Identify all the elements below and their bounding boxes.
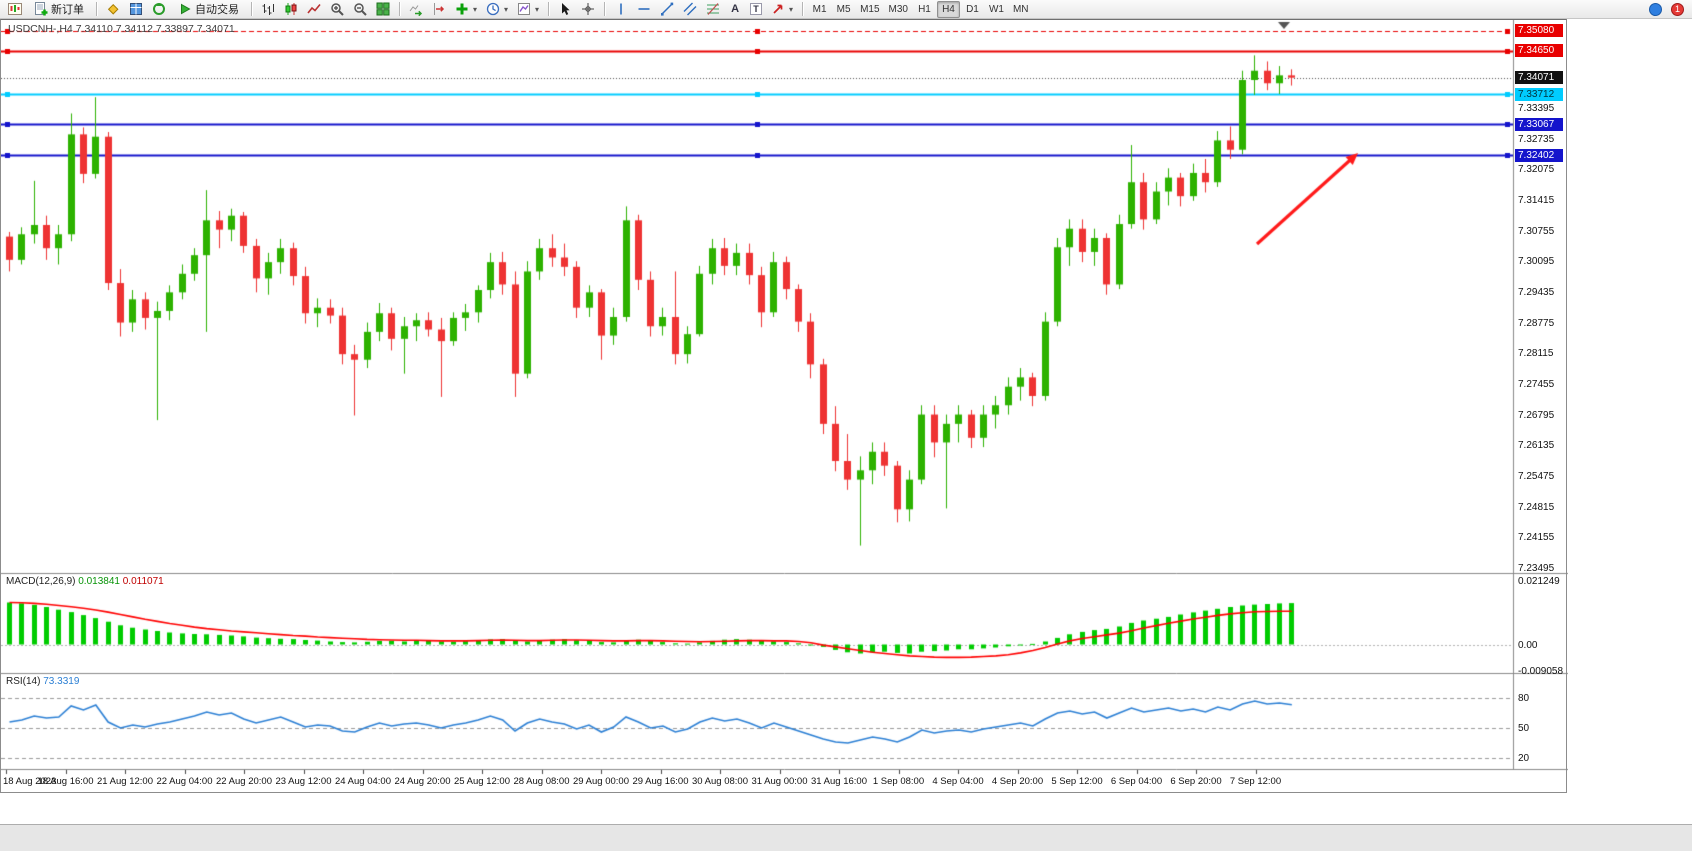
dropdown-caret-icon: ▾ (789, 4, 794, 14)
chart-window: USDCNH-,H4 7.34110 7.34112 7.33897 7.340… (0, 19, 1568, 794)
market-watch-button[interactable] (125, 1, 147, 18)
new-order-icon (34, 2, 48, 16)
toolbar-separator (251, 2, 252, 16)
zoom-in-icon (330, 2, 344, 16)
news-badge-icon: 1 (1671, 2, 1684, 16)
autotrade-play-icon (178, 2, 192, 16)
new-chart-button[interactable] (4, 1, 26, 18)
chart-shift-button[interactable] (428, 1, 450, 18)
indicators-button[interactable]: ▾ (451, 1, 481, 18)
time-axis[interactable] (1, 770, 1513, 793)
community-icon (1649, 2, 1662, 16)
vertical-line-icon (614, 2, 628, 16)
news-button[interactable]: 1 (1667, 1, 1688, 18)
timeframe-group: M1 M5 M15 M30 H1 H4 D1 W1 MN (808, 0, 1032, 18)
arrows-icon (771, 2, 785, 16)
profiles-icon (106, 2, 120, 16)
text-icon: A (731, 3, 740, 15)
timeframe-h1-button[interactable]: H1 (918, 3, 931, 15)
auto-scroll-button[interactable] (405, 1, 427, 18)
toolbar-separator (604, 2, 606, 16)
horizontal-line-button[interactable] (633, 1, 655, 18)
main-toolbar: 新订单 自动交易 ▾ ▾ ▾ A T ▾ M1 M5 M15 M30 H1 H4 D1 W1 M… (0, 0, 1692, 19)
text-label-icon: T (750, 3, 762, 15)
templates-button[interactable]: ▾ (513, 1, 543, 18)
timeframe-mn-button[interactable]: MN (1012, 3, 1029, 15)
cursor-button[interactable] (554, 1, 576, 18)
dropdown-caret-icon: ▾ (473, 4, 478, 14)
timeframe-h4-button[interactable]: H4 (936, 0, 960, 18)
text-label-button[interactable]: T (746, 1, 766, 18)
navigator-button[interactable] (148, 1, 170, 18)
indicators-plus-icon (455, 2, 469, 16)
market-watch-icon (129, 2, 143, 16)
community-button[interactable] (1645, 1, 1666, 18)
text-button[interactable]: A (725, 1, 745, 18)
toolbar-separator (548, 2, 550, 16)
timeframe-m15-button[interactable]: M15 (860, 3, 880, 15)
line-chart-button[interactable] (303, 1, 325, 18)
autotrade-button[interactable]: 自动交易 (171, 1, 246, 18)
autotrade-label: 自动交易 (195, 4, 239, 16)
trendline-icon (660, 2, 674, 16)
profiles-button[interactable] (102, 1, 124, 18)
clock-icon (486, 2, 500, 16)
candlestick-chart-icon (284, 2, 298, 16)
new-chart-icon (8, 2, 22, 16)
new-order-button[interactable]: 新订单 (27, 1, 91, 18)
zoom-in-button[interactable] (326, 1, 348, 18)
tile-windows-icon (376, 2, 390, 16)
toolbar-separator (96, 2, 97, 16)
crosshair-button[interactable] (577, 1, 599, 18)
equidistant-channel-icon (683, 2, 697, 16)
arrows-button[interactable]: ▾ (767, 1, 797, 18)
toolbar-separator (399, 2, 400, 16)
tile-windows-button[interactable] (372, 1, 394, 18)
horizontal-line-icon (637, 2, 651, 16)
fibonacci-icon (706, 2, 720, 16)
periods-button[interactable]: ▾ (482, 1, 512, 18)
new-order-label: 新订单 (51, 4, 84, 16)
auto-scroll-icon (409, 2, 423, 16)
toolbar-separator (802, 2, 804, 16)
zoom-out-button[interactable] (349, 1, 371, 18)
crosshair-icon (581, 2, 595, 16)
chart-shift-icon (432, 2, 446, 16)
dropdown-caret-icon: ▾ (504, 4, 509, 14)
timeframe-m30-button[interactable]: M30 (888, 3, 908, 15)
zoom-out-icon (353, 2, 367, 16)
candlestick-chart-button[interactable] (280, 1, 302, 18)
timeframe-m5-button[interactable]: M5 (836, 3, 851, 15)
vertical-line-button[interactable] (610, 1, 632, 18)
status-bar (0, 824, 1692, 851)
cursor-arrow-icon (558, 2, 572, 16)
channel-button[interactable] (679, 1, 701, 18)
line-chart-icon (307, 2, 321, 16)
dropdown-caret-icon: ▾ (535, 4, 540, 14)
price-axis[interactable] (1514, 20, 1567, 770)
timeframe-w1-button[interactable]: W1 (988, 3, 1004, 15)
timeframe-d1-button[interactable]: D1 (966, 3, 979, 15)
chart-plot-canvas[interactable] (1, 20, 1568, 794)
bar-chart-icon (261, 2, 275, 16)
templates-icon (517, 2, 531, 16)
navigator-icon (152, 2, 166, 16)
workspace-gap (0, 793, 1692, 824)
fibonacci-button[interactable] (702, 1, 724, 18)
timeframe-m1-button[interactable]: M1 (812, 3, 827, 15)
bar-chart-button[interactable] (257, 1, 279, 18)
trendline-button[interactable] (656, 1, 678, 18)
